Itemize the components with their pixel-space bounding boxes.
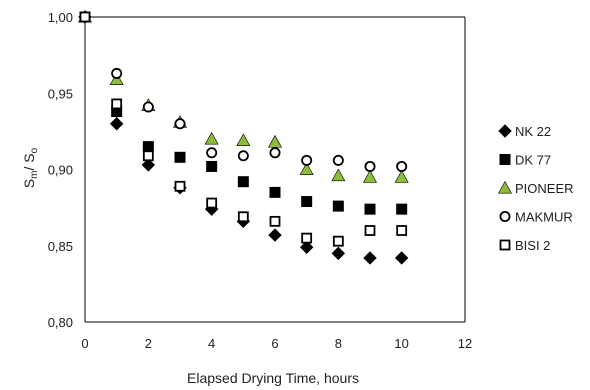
data-point	[394, 170, 409, 183]
x-axis-title: Elapsed Drying Time, hours	[187, 370, 359, 386]
y-axis-title-separator: / S	[21, 153, 37, 170]
data-point	[142, 141, 154, 153]
legend-label: BISI 2	[515, 238, 550, 253]
legend-label: DK 77	[515, 153, 551, 168]
legend-entry: PIONEER	[497, 180, 574, 196]
data-point	[396, 160, 408, 172]
y-tick-label: 0,95	[48, 86, 73, 101]
data-point	[301, 196, 313, 208]
data-point	[362, 170, 378, 183]
legend-label: MAKMUR	[515, 210, 573, 225]
data-point	[363, 251, 377, 265]
data-point	[206, 160, 218, 172]
data-point	[364, 160, 376, 172]
data-point	[174, 180, 186, 192]
data-point	[269, 215, 281, 227]
data-point	[332, 200, 344, 212]
y-tick-label: 0,80	[48, 315, 73, 330]
y-axis-title-sub-m: m	[29, 171, 40, 179]
legend-entry: NK 22	[498, 124, 551, 139]
x-tick-label: 4	[208, 336, 215, 351]
data-point	[364, 225, 376, 236]
legend-entry: DK 77	[499, 153, 551, 168]
data-point	[204, 131, 219, 145]
data-point	[301, 232, 313, 244]
data-point	[237, 211, 249, 223]
y-tick-label: 0,85	[48, 239, 73, 254]
data-point	[236, 133, 251, 147]
data-point	[396, 203, 408, 215]
data-point	[299, 240, 314, 254]
x-tick-label: 6	[271, 336, 278, 351]
legend-entry: BISI 2	[499, 238, 550, 253]
data-point	[142, 150, 154, 162]
data-point	[332, 235, 344, 247]
data-point	[206, 147, 218, 159]
data-point	[174, 151, 186, 163]
x-tick-label: 10	[394, 336, 408, 351]
y-tick-label: 0,90	[48, 163, 73, 178]
axes	[84, 16, 466, 323]
data-point	[332, 154, 344, 166]
data-point	[269, 186, 281, 198]
data-points	[77, 9, 409, 265]
legend-marker	[499, 210, 511, 222]
data-point	[394, 251, 409, 265]
data-point	[142, 101, 154, 113]
data-point	[111, 67, 123, 79]
data-point	[237, 176, 249, 188]
x-tick-label: 0	[81, 336, 88, 351]
legend-marker	[499, 154, 511, 165]
x-tick-label: 2	[145, 336, 152, 351]
data-point	[174, 118, 186, 130]
series-bisi-2	[79, 11, 408, 247]
legend-marker	[497, 180, 513, 194]
x-tick-label: 8	[335, 336, 342, 351]
x-tick-label: 12	[458, 336, 472, 351]
data-point	[301, 154, 313, 166]
data-point	[331, 246, 346, 261]
legend-marker	[499, 239, 511, 251]
data-point	[206, 197, 218, 209]
data-point	[237, 150, 249, 162]
y-axis-title: Sm/ So	[21, 147, 40, 188]
tick-labels: 0 2 4 6 8 10 12 0,80 0,85 0,90 0,95 1,00	[48, 10, 473, 351]
y-axis-title-sub-o: o	[29, 147, 40, 153]
legend-entry: MAKMUR	[499, 210, 573, 225]
data-point	[269, 147, 281, 159]
legend-label: PIONEER	[515, 181, 574, 196]
data-point	[331, 168, 346, 182]
data-point	[141, 158, 156, 172]
data-point	[109, 117, 124, 131]
data-point	[268, 228, 282, 242]
data-point	[396, 225, 408, 236]
legend: NK 22 DK 77 PIONEER MAKMUR BISI 2	[497, 124, 574, 253]
data-point	[79, 11, 91, 23]
data-point	[111, 98, 123, 110]
data-point	[299, 162, 314, 175]
y-tick-label: 1,00	[48, 10, 73, 25]
y-axis-title-main: S	[21, 179, 37, 188]
data-point	[364, 203, 376, 215]
legend-marker	[498, 124, 512, 138]
legend-label: NK 22	[515, 124, 551, 139]
